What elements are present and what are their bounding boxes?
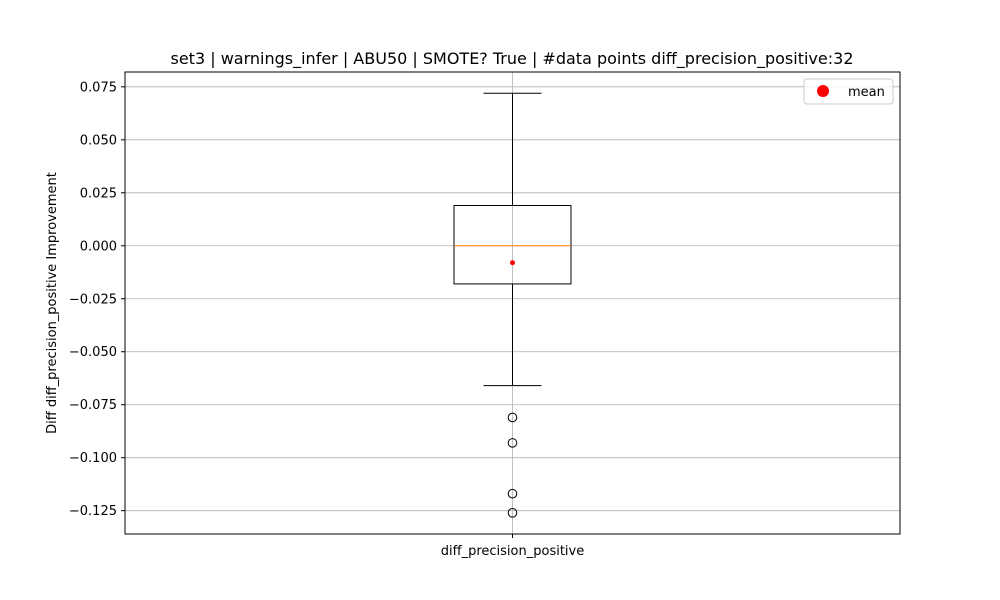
axis-ticks: 0.075 0.050 0.025 0.000 −0.025 −0.050 −0.075 −0…	[69, 80, 584, 559]
y-tick-label: 0.000	[80, 239, 117, 254]
legend-mean-marker	[817, 85, 829, 97]
iqr-box	[453, 205, 572, 285]
y-tick-label: 0.025	[80, 186, 117, 201]
x-tick-label: diff_precision_positive	[441, 544, 584, 559]
outlier-point	[507, 488, 518, 499]
mean-point	[510, 260, 515, 266]
y-tick-label: −0.075	[69, 398, 117, 413]
y-axis-label: Diff diff_precision_positive Improvement	[45, 172, 60, 434]
legend-frame	[803, 78, 894, 105]
plot-data	[453, 92, 572, 518]
legend-mean-label: mean	[848, 85, 885, 100]
outlier-point	[507, 508, 518, 518]
outlier-point	[507, 412, 518, 423]
y-tick-label: −0.050	[69, 345, 117, 360]
y-tick-label: 0.050	[80, 133, 117, 148]
y-tick-label: −0.025	[69, 292, 117, 307]
outlier-point	[507, 438, 518, 448]
chart-title: set3 | warnings_infer | ABU50 | SMOTE? T…	[171, 49, 854, 69]
y-tick-label: −0.100	[69, 451, 117, 466]
y-tick-label: −0.125	[69, 504, 117, 519]
legend: mean	[803, 78, 894, 105]
y-tick-label: 0.075	[80, 80, 117, 95]
